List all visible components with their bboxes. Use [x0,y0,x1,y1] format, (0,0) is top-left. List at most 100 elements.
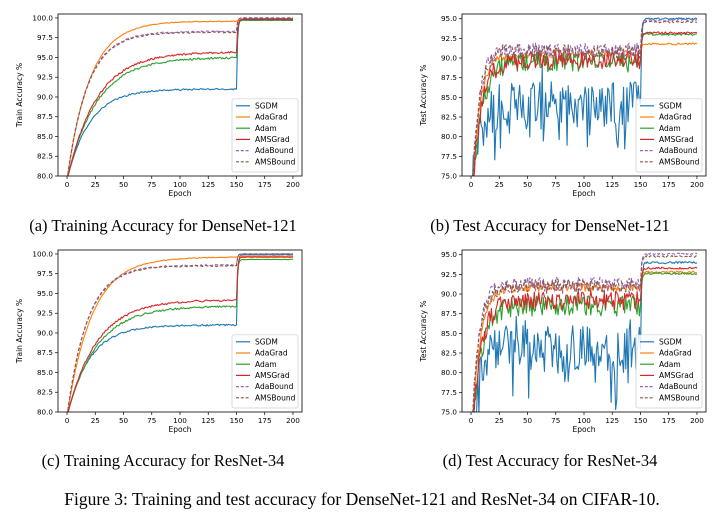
x-tick-label: 125 [201,180,215,189]
legend-label: AdaGrad [255,113,288,122]
legend-label: AMSGrad [255,135,290,144]
legend: SGDM AdaGrad Adam AMSGrad AdaBound AMSBound [635,334,703,409]
x-tick-label: 150 [634,180,648,189]
legend-label: AdaBound [255,382,294,391]
x-tick-label: 75 [551,416,560,425]
y-tick-label: 95.0 [441,14,457,23]
legend-label: Adam [255,124,277,133]
y-tick-label: 80.0 [441,132,457,141]
x-tick-label: 75 [147,180,156,189]
y-axis-label: Test Accuracy % [419,301,428,363]
y-tick-label: 92.5 [441,270,457,279]
y-tick-label: 90.0 [37,92,53,101]
x-axis-label: Epoch [573,189,596,198]
x-tick-label: 50 [119,180,129,189]
legend-label: AMSGrad [659,371,694,380]
x-tick-label: 125 [605,416,619,425]
legend-label: AdaGrad [659,113,692,122]
x-tick-label: 175 [662,416,676,425]
legend-label: SGDM [255,337,278,346]
x-tick-label: 50 [523,180,533,189]
x-tick-label: 0 [65,416,70,425]
legend-label: Adam [255,360,277,369]
x-tick-label: 175 [258,416,272,425]
legend-label: AdaBound [659,146,698,155]
y-tick-label: 95.0 [37,289,53,298]
caption-a: (a) Training Accuracy for DenseNet-121 [29,216,297,235]
series-line-amsbound [472,254,698,412]
series-line-amsgrad [67,256,294,412]
series-line-amsbound [472,20,698,176]
x-tick-label: 100 [173,180,187,189]
caption-c: (c) Training Accuracy for ResNet-34 [42,451,285,470]
y-tick-label: 87.5 [37,112,53,121]
x-tick-label: 25 [91,416,100,425]
series-line-adam [67,19,294,176]
x-tick-label: 175 [662,180,676,189]
y-tick-label: 97.5 [37,269,53,278]
legend-label: AdaBound [255,146,294,155]
legend-label: AMSGrad [255,371,290,380]
y-tick-label: 80.0 [37,408,53,417]
y-tick-label: 87.5 [37,348,53,357]
x-tick-label: 200 [286,416,300,425]
series-line-sgdm [473,261,698,412]
y-tick-label: 95.0 [441,250,457,259]
legend-label: Adam [659,360,681,369]
legend-label: SGDM [255,101,278,110]
legend-label: SGDM [659,101,682,110]
series-line-adam [67,258,293,412]
legend-label: AMSBound [659,157,700,166]
y-tick-label: 82.5 [37,152,53,161]
x-tick-label: 100 [577,180,591,189]
legend-label: AdaGrad [255,349,288,358]
caption-b: (b) Test Accuracy for DenseNet-121 [430,216,670,235]
x-tick-label: 0 [65,180,70,189]
y-tick-label: 97.5 [37,33,53,42]
series-group [67,17,294,176]
series-group [472,17,698,176]
x-tick-label: 75 [147,416,156,425]
chart-c: 0 25 50 75 100 125 150 175 200 80.0 82.5 85.0 87.5 90… [15,249,303,434]
x-axis-label: Epoch [169,425,192,434]
y-tick-label: 85.0 [441,329,457,338]
y-tick-label: 90.0 [37,328,53,337]
y-tick-label: 85.0 [37,132,53,141]
legend-label: AdaGrad [659,349,692,358]
y-tick-label: 92.5 [441,34,457,43]
series-line-sgdm [67,18,294,176]
y-tick-label: 82.5 [441,349,457,358]
series-line-amsgrad [472,266,698,412]
legend: SGDM AdaGrad Adam AMSGrad AdaBound AMSBound [231,334,299,409]
legend-label: AMSBound [255,393,296,402]
y-tick-label: 90.0 [441,54,457,63]
x-tick-label: 50 [523,416,533,425]
x-tick-label: 200 [690,180,704,189]
x-tick-label: 25 [495,416,504,425]
x-tick-label: 50 [119,416,129,425]
series-line-amsgrad [67,18,293,176]
y-tick-label: 90.0 [441,290,457,299]
series-line-sgdm [472,17,698,176]
y-tick-label: 80.0 [441,368,457,377]
series-line-amsgrad [473,31,698,176]
y-tick-label: 75.0 [441,408,457,417]
series-group [67,253,294,412]
x-tick-label: 0 [469,416,474,425]
legend: SGDM AdaGrad Adam AMSGrad AdaBound AMSBound [231,98,299,173]
series-line-amsbound [67,253,293,412]
y-tick-label: 82.5 [37,388,53,397]
legend-label: AdaBound [659,382,698,391]
y-tick-label: 87.5 [441,309,457,318]
legend-label: AMSGrad [659,135,694,144]
x-tick-label: 125 [605,180,619,189]
chart-a: 0 25 50 75 100 125 150 175 200 80.0 82.5 85.0 87.5 90… [15,13,303,198]
x-tick-label: 0 [469,180,474,189]
y-tick-label: 85.0 [37,368,53,377]
x-tick-label: 125 [201,416,215,425]
y-tick-label: 77.5 [441,388,457,397]
legend-label: AMSBound [255,157,296,166]
y-tick-label: 80.0 [37,172,53,181]
y-tick-label: 100.0 [32,13,53,22]
series-group [472,252,698,412]
